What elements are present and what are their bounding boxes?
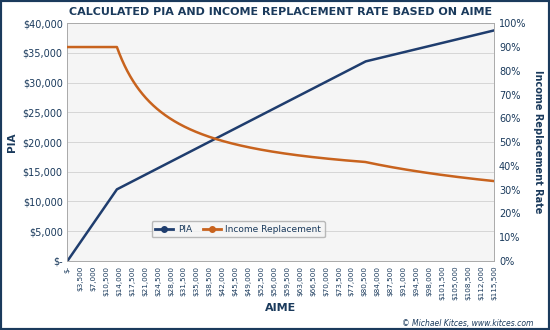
- PIA: [201, 143, 207, 147]
- Income Replacement: [366, 161, 373, 165]
- PIA: [366, 58, 373, 62]
- Y-axis label: PIA: PIA: [7, 132, 17, 152]
- PIA: [426, 44, 433, 48]
- PIA: [443, 40, 450, 44]
- Income Replacement: [411, 169, 417, 173]
- Text: © Michael Kitces, www.kitces.com: © Michael Kitces, www.kitces.com: [402, 319, 534, 328]
- X-axis label: AIME: AIME: [265, 303, 296, 313]
- Income Replacement: [491, 179, 497, 183]
- Income Replacement: [443, 174, 450, 178]
- Y-axis label: Income Replacement Rate: Income Replacement Rate: [533, 70, 543, 214]
- Income Replacement: [371, 162, 377, 166]
- PIA: [64, 259, 71, 263]
- Legend: PIA, Income Replacement: PIA, Income Replacement: [151, 221, 324, 237]
- Income Replacement: [201, 133, 207, 137]
- PIA: [411, 48, 417, 52]
- PIA: [491, 28, 497, 32]
- PIA: [371, 57, 377, 61]
- Line: Income Replacement: Income Replacement: [68, 47, 494, 181]
- Line: PIA: PIA: [68, 30, 494, 261]
- Income Replacement: [426, 171, 433, 175]
- Title: CALCULATED PIA AND INCOME REPLACEMENT RATE BASED ON AIME: CALCULATED PIA AND INCOME REPLACEMENT RA…: [69, 7, 492, 17]
